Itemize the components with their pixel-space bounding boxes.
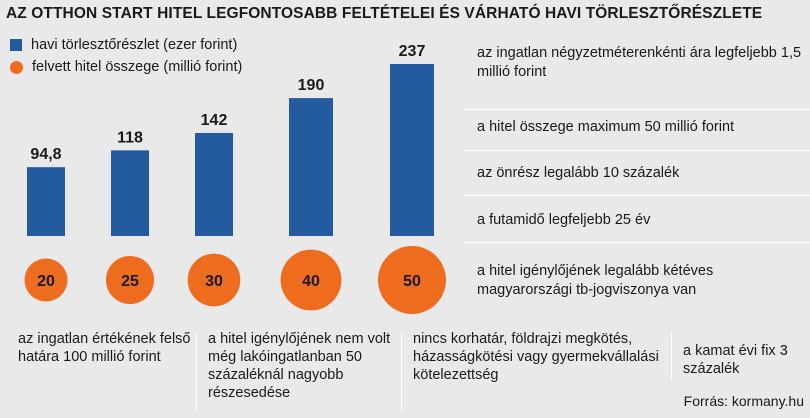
bar-4 <box>289 98 333 236</box>
divider-2 <box>465 150 810 151</box>
legend-item-payment: havi törlesztőrészlet (ezer forint) <box>10 34 242 56</box>
bar-label-5: 237 <box>399 43 426 60</box>
bar-label-4: 190 <box>298 77 325 94</box>
source-note: Forrás: kormany.hu <box>683 393 804 409</box>
legend-label-loan: felvett hitel összege (millió forint) <box>32 59 243 75</box>
condition-5: a hitel igénylőjének legalább kétéves ma… <box>477 263 714 298</box>
bar-label-2: 118 <box>117 129 143 146</box>
condition-3: az önrész legalább 10 százalék <box>477 164 680 181</box>
bottom-divider-3 <box>671 332 672 380</box>
condition-1: az ingatlan négyzetméterenkénti ára legf… <box>477 45 802 80</box>
legend: havi törlesztőrészlet (ezer forint) felv… <box>10 34 242 78</box>
bottom-divider-2 <box>401 332 402 412</box>
loan-label-2: 25 <box>121 273 139 290</box>
bar-label-3: 142 <box>201 112 228 129</box>
divider-4 <box>465 242 810 243</box>
bottom-condition-4: a kamat évi fix 3 százalék <box>683 343 788 377</box>
loan-label-5: 50 <box>403 273 421 290</box>
chart-plot: 94,8 118 142 190 237 20 25 30 40 50 <box>24 43 446 314</box>
bottom-condition-1: az ingatlan értékének felső határa 100 m… <box>18 331 191 365</box>
bar-5 <box>390 64 434 236</box>
loan-label-3: 30 <box>205 273 223 290</box>
legend-item-loan: felvett hitel összege (millió forint) <box>10 56 242 78</box>
loan-label-1: 20 <box>37 273 55 290</box>
bar-label-1: 94,8 <box>30 146 61 163</box>
loan-label-4: 40 <box>302 273 320 290</box>
loan-circle-3 <box>187 253 241 307</box>
chart-title: AZ OTTHON START HITEL LEGFONTOSABB FELTÉ… <box>6 5 763 22</box>
loan-circle-5 <box>378 246 446 314</box>
bottom-condition-2: a hitel igénylőjének nem volt még lakóin… <box>208 331 391 401</box>
bottom-divider-1 <box>196 332 197 412</box>
divider-3 <box>465 195 810 196</box>
condition-2: a hitel összege maximum 50 millió forint <box>477 118 735 135</box>
legend-swatch-loan <box>10 60 23 74</box>
legend-swatch-payment <box>10 39 22 51</box>
legend-label-payment: havi törlesztőrészlet (ezer forint) <box>31 37 238 53</box>
loan-circle-4 <box>280 249 342 311</box>
bar-3 <box>195 132 233 236</box>
bar-2 <box>111 150 149 236</box>
loan-circle-2 <box>105 255 155 305</box>
bottom-condition-3: nincs korhatár, földrajzi megkötés, háza… <box>413 331 659 383</box>
bar-1 <box>27 167 65 236</box>
divider-1 <box>465 109 810 110</box>
loan-circle-1 <box>24 258 68 302</box>
condition-4: a futamidő legfeljebb 25 év <box>477 211 651 228</box>
